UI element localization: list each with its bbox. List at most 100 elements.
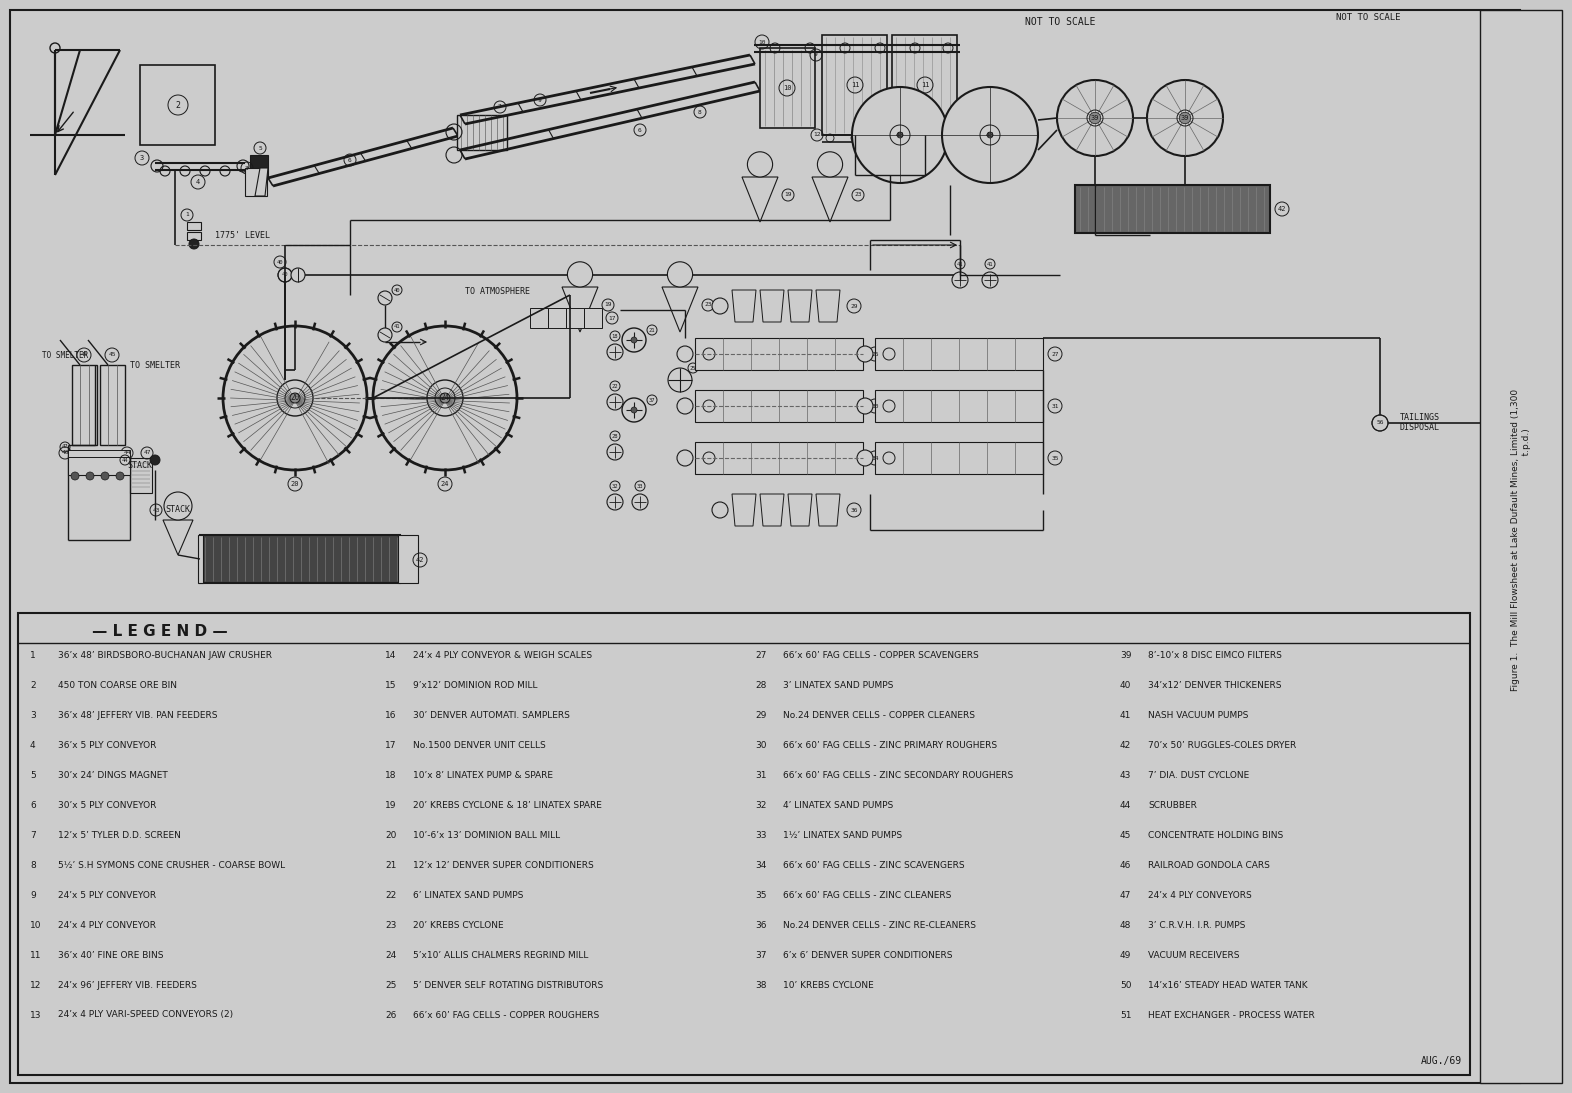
Polygon shape [733, 290, 756, 322]
Text: 15: 15 [385, 681, 396, 690]
Text: 6’x 6’ DENVER SUPER CONDITIONERS: 6’x 6’ DENVER SUPER CONDITIONERS [783, 951, 953, 960]
Text: 36: 36 [850, 507, 858, 513]
Text: 36: 36 [755, 920, 767, 929]
Bar [695, 338, 863, 371]
Circle shape [377, 291, 391, 305]
Circle shape [278, 268, 292, 282]
Text: 24’x 5 PLY CONVEYOR: 24’x 5 PLY CONVEYOR [58, 891, 156, 900]
Text: 10: 10 [758, 39, 766, 45]
Text: 22: 22 [385, 891, 396, 900]
Text: 23: 23 [704, 303, 712, 307]
Text: — L E G E N D —: — L E G E N D — [93, 623, 228, 638]
Text: 39: 39 [1091, 115, 1099, 121]
Bar [457, 115, 508, 150]
Text: 36’x 5 PLY CONVEYOR: 36’x 5 PLY CONVEYOR [58, 740, 156, 750]
Bar [250, 155, 267, 177]
Text: 36’x 48’ BIRDSBORO-BUCHANAN JAW CRUSHER: 36’x 48’ BIRDSBORO-BUCHANAN JAW CRUSHER [58, 650, 272, 659]
Text: 42: 42 [415, 557, 424, 563]
Text: 11: 11 [30, 951, 41, 960]
Bar [140, 64, 215, 145]
Text: 4: 4 [30, 740, 36, 750]
Circle shape [1179, 113, 1190, 124]
Circle shape [623, 328, 646, 352]
Text: 34: 34 [755, 860, 767, 870]
Text: 45: 45 [108, 353, 116, 357]
Text: No.24 DENVER CELLS - ZINC RE-CLEANERS: No.24 DENVER CELLS - ZINC RE-CLEANERS [783, 920, 976, 929]
Text: 33: 33 [755, 831, 767, 839]
Text: No.24 DENVER CELLS - COPPER CLEANERS: No.24 DENVER CELLS - COPPER CLEANERS [783, 710, 975, 719]
Circle shape [632, 494, 648, 510]
Text: DISPOSAL: DISPOSAL [1401, 423, 1440, 433]
Text: 41: 41 [957, 261, 964, 267]
Text: 22: 22 [612, 384, 618, 388]
Text: 3: 3 [140, 155, 145, 161]
Polygon shape [816, 494, 839, 526]
Text: 12: 12 [813, 132, 821, 138]
Text: 24: 24 [440, 481, 450, 487]
Text: 28: 28 [612, 434, 618, 438]
Circle shape [668, 368, 692, 392]
Text: 4’ LINATEX SAND PUMPS: 4’ LINATEX SAND PUMPS [783, 800, 893, 810]
Text: 6: 6 [30, 800, 36, 810]
Circle shape [1148, 80, 1223, 156]
Bar [398, 534, 418, 583]
Bar [130, 458, 152, 493]
Text: 9: 9 [538, 97, 542, 103]
Text: 32: 32 [612, 483, 618, 489]
Text: AUG./69: AUG./69 [1421, 1056, 1462, 1066]
Bar [585, 308, 602, 328]
Circle shape [678, 398, 693, 414]
Bar [695, 442, 863, 474]
Text: 3: 3 [30, 710, 36, 719]
Circle shape [623, 398, 646, 422]
Text: 12’x 5’ TYLER D.D. SCREEN: 12’x 5’ TYLER D.D. SCREEN [58, 831, 181, 839]
Circle shape [116, 472, 124, 480]
Circle shape [1056, 80, 1133, 156]
Polygon shape [255, 168, 267, 196]
Circle shape [189, 239, 200, 249]
Text: 17: 17 [385, 740, 396, 750]
Text: 4: 4 [196, 179, 200, 185]
Text: 41: 41 [987, 261, 994, 267]
Text: NOT TO SCALE: NOT TO SCALE [1025, 17, 1096, 27]
Text: 7’ DIA. DUST CYCLONE: 7’ DIA. DUST CYCLONE [1148, 771, 1250, 779]
Text: 24: 24 [440, 393, 450, 402]
Text: 8: 8 [30, 860, 36, 870]
Polygon shape [163, 520, 193, 555]
Text: 31: 31 [1052, 403, 1060, 409]
Circle shape [440, 393, 450, 403]
Text: 21: 21 [385, 860, 396, 870]
Text: 27: 27 [1052, 352, 1060, 356]
Text: 5½’ S.H SYMONS CONE CRUSHER - COARSE BOWL: 5½’ S.H SYMONS CONE CRUSHER - COARSE BOW… [58, 860, 285, 870]
Circle shape [86, 472, 94, 480]
Text: 11: 11 [850, 82, 860, 89]
Polygon shape [813, 177, 847, 222]
Circle shape [857, 450, 872, 466]
Circle shape [163, 492, 192, 520]
Text: NOT TO SCALE: NOT TO SCALE [1336, 13, 1401, 23]
Text: 18: 18 [385, 771, 396, 779]
Text: 5: 5 [30, 771, 36, 779]
Text: 5’ DENVER SELF ROTATING DISTRIBUTORS: 5’ DENVER SELF ROTATING DISTRIBUTORS [413, 980, 604, 989]
Text: 1: 1 [30, 650, 36, 659]
Circle shape [857, 398, 872, 414]
Text: 46: 46 [61, 450, 69, 456]
Text: 24’x 4 PLY VARI-SPEED CONVEYORS (2): 24’x 4 PLY VARI-SPEED CONVEYORS (2) [58, 1011, 233, 1020]
Circle shape [678, 450, 693, 466]
Text: 10’ KREBS CYCLONE: 10’ KREBS CYCLONE [783, 980, 874, 989]
Circle shape [607, 344, 623, 360]
Text: 49: 49 [1119, 951, 1132, 960]
Text: 34’x12’ DENVER THICKENERS: 34’x12’ DENVER THICKENERS [1148, 681, 1281, 690]
Text: 27: 27 [755, 650, 767, 659]
Circle shape [607, 444, 623, 460]
Text: 10: 10 [783, 85, 791, 91]
Text: 30: 30 [755, 740, 767, 750]
Text: 9: 9 [30, 891, 36, 900]
Polygon shape [788, 290, 813, 322]
Text: 1775' LEVEL: 1775' LEVEL [215, 231, 270, 239]
Bar [549, 308, 566, 328]
Text: 37: 37 [649, 398, 656, 402]
Text: 30’x 24’ DINGS MAGNET: 30’x 24’ DINGS MAGNET [58, 771, 168, 779]
Polygon shape [742, 177, 778, 222]
Text: 39: 39 [1181, 115, 1190, 121]
